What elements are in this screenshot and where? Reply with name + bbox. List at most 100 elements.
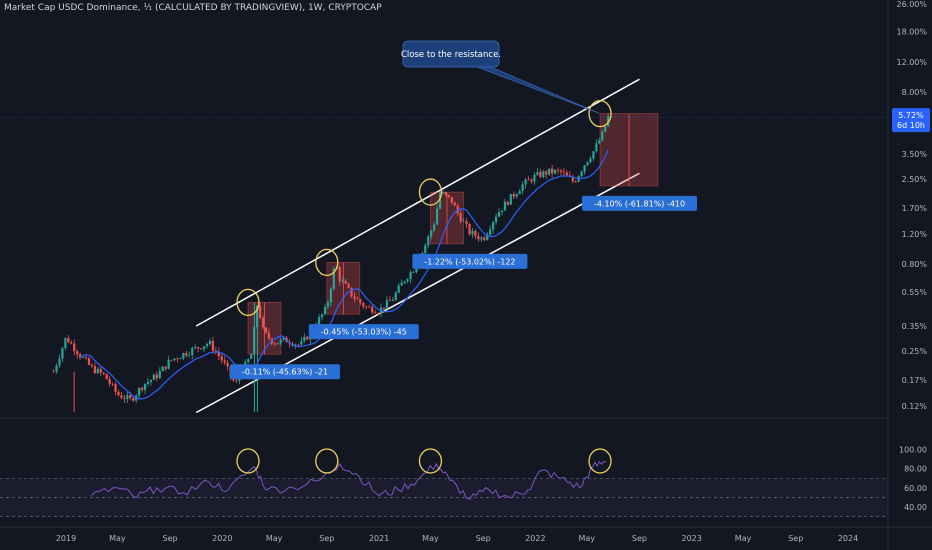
highlight-circle xyxy=(236,288,260,317)
candle-body xyxy=(412,272,415,273)
candle-body xyxy=(306,336,309,340)
candle-body xyxy=(164,366,167,369)
candle-body xyxy=(447,194,450,197)
time-tick-label: 2024 xyxy=(838,534,858,543)
candle-body xyxy=(397,285,400,293)
candle-body xyxy=(474,230,477,236)
current-price-tag xyxy=(892,108,930,133)
candle-body xyxy=(374,312,377,314)
moving-average-layer xyxy=(79,150,609,400)
candle-body xyxy=(483,237,486,240)
candle-body xyxy=(226,362,229,367)
candle-body xyxy=(586,161,589,166)
candle-body xyxy=(111,383,114,385)
candle-body xyxy=(486,234,489,240)
candle-body xyxy=(376,313,380,315)
candle-body xyxy=(477,235,480,240)
candle-body xyxy=(84,357,88,359)
measure-label: -4.10% (-61.81%) -410 xyxy=(594,199,685,208)
candle-body xyxy=(480,237,483,240)
candle-body xyxy=(202,346,206,350)
candle-body xyxy=(415,268,418,273)
channel-upper-line xyxy=(195,78,640,327)
rsi-tick-label: 60.00 xyxy=(904,484,927,493)
candle-body xyxy=(55,365,58,372)
candle-body xyxy=(468,223,471,235)
highlight-circle-layer xyxy=(236,99,612,474)
candle-body xyxy=(359,299,362,303)
candle-body xyxy=(52,371,55,373)
candle-body xyxy=(553,169,557,174)
candle-body xyxy=(264,327,268,333)
candle-body xyxy=(273,343,276,345)
measure-label: -1.22% (-53.02%) -122 xyxy=(424,257,515,266)
candle-body xyxy=(441,192,445,194)
candle-body xyxy=(598,140,601,144)
candle-body xyxy=(90,364,94,367)
candle-body xyxy=(132,398,135,401)
candle-body xyxy=(276,343,279,345)
time-tick-label: 2023 xyxy=(682,534,702,543)
candle-body xyxy=(211,340,214,351)
candle-body xyxy=(235,380,238,382)
candle-body xyxy=(347,283,350,288)
candle-body xyxy=(430,230,433,237)
candle-body xyxy=(462,221,465,223)
candle-body xyxy=(565,172,568,176)
time-tick-label: Sep xyxy=(632,534,647,543)
time-tick-label: 2021 xyxy=(369,534,389,543)
candle-body xyxy=(64,338,67,348)
candle-body xyxy=(539,171,542,177)
candle-body xyxy=(503,201,507,211)
candle-body xyxy=(548,168,551,175)
candle-body xyxy=(320,314,324,318)
highlight-circle xyxy=(588,99,612,128)
candle-body xyxy=(391,299,394,301)
candle-body xyxy=(158,371,161,379)
rsi-highlight-circle xyxy=(236,448,260,474)
candle-body xyxy=(279,339,282,344)
time-tick-label: 2019 xyxy=(56,534,76,543)
price-tick-label: 18.00% xyxy=(896,27,927,36)
candle-body xyxy=(506,201,509,205)
candle-body xyxy=(371,306,374,313)
candle-body xyxy=(267,332,271,339)
candle-body xyxy=(282,337,285,340)
candle-body xyxy=(188,354,191,356)
candle-body xyxy=(450,196,453,203)
highlight-circle xyxy=(418,178,443,206)
price-tick-label: 0.25% xyxy=(902,347,928,356)
time-tick-label: May xyxy=(109,534,126,543)
candle-body xyxy=(197,347,200,349)
candle-body xyxy=(238,377,241,381)
candle-body xyxy=(117,391,120,396)
candle-body xyxy=(161,366,164,372)
candle-body xyxy=(247,358,250,363)
price-tick-label: 8.00% xyxy=(902,88,928,97)
price-tick-label: 12.00% xyxy=(896,58,927,67)
candle-body xyxy=(353,296,356,299)
candle-body xyxy=(297,344,300,346)
price-tick-label: 0.80% xyxy=(902,260,928,269)
candle-body xyxy=(338,266,341,282)
candle-body xyxy=(258,305,262,318)
candle-body xyxy=(595,143,598,152)
candle-body xyxy=(509,194,512,205)
candle-body xyxy=(102,372,105,375)
candle-body xyxy=(114,384,117,392)
rsi-bands-layer xyxy=(0,477,888,517)
candle-body xyxy=(323,306,327,315)
candle-body xyxy=(400,282,403,286)
highlight-circle xyxy=(315,248,339,277)
candle-body xyxy=(489,229,492,235)
candle-body xyxy=(542,171,545,177)
candle-body xyxy=(530,179,533,182)
candle-body xyxy=(518,190,521,195)
candle-body xyxy=(394,292,397,300)
time-tick-label: Sep xyxy=(319,534,334,543)
candle-body xyxy=(329,288,332,303)
candle-body xyxy=(497,212,501,217)
rsi-layer xyxy=(90,460,607,500)
candle-body xyxy=(365,306,368,308)
